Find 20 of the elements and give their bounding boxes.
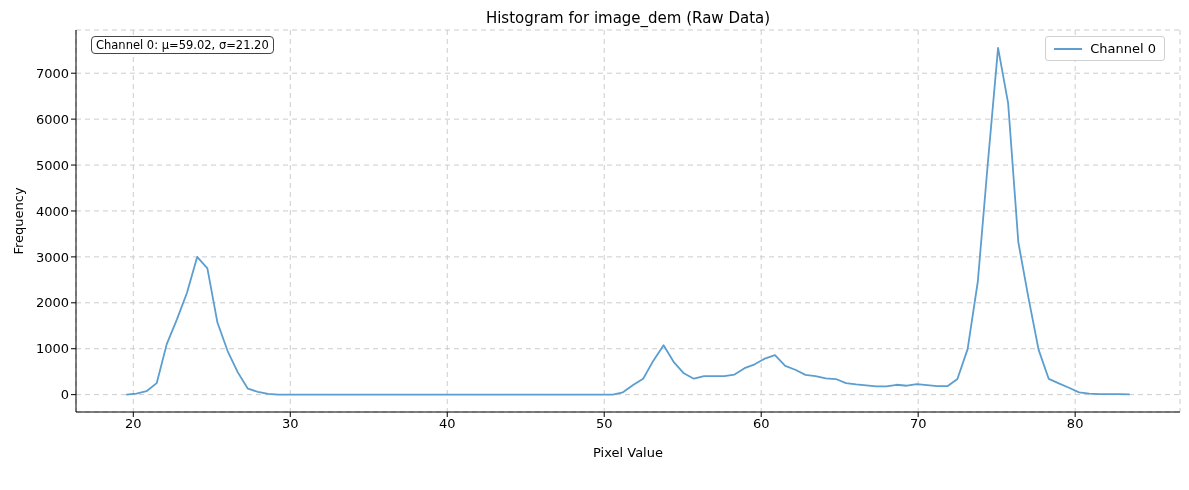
y-tick-label: 2000 [35, 295, 69, 311]
y-tick-label: 1000 [35, 341, 69, 357]
x-tick-label: 20 [125, 416, 142, 432]
y-tick-label: 7000 [35, 65, 69, 81]
legend-label: Channel 0 [1090, 41, 1156, 56]
x-tick-label: 70 [909, 416, 927, 432]
y-tick-label: 6000 [35, 111, 69, 127]
x-tick-label: 50 [595, 416, 613, 432]
y-tick-label: 0 [60, 387, 69, 403]
y-tick-label: 4000 [35, 203, 69, 219]
chart-title: Histogram for image_dem (Raw Data) [484, 8, 772, 28]
x-tick-label: 60 [752, 416, 770, 432]
y-tick-label: 5000 [35, 157, 69, 173]
annotation: Channel 0: μ=59.02, σ=21.20 [91, 36, 274, 54]
x-tick-label: 40 [438, 416, 456, 432]
x-tick-label: 80 [1066, 416, 1084, 432]
y-tick-label: 3000 [35, 249, 69, 265]
y-axis-title: Frequency [10, 187, 26, 255]
x-tick-label: 30 [282, 416, 299, 432]
x-axis-title: Pixel Value [593, 445, 663, 460]
